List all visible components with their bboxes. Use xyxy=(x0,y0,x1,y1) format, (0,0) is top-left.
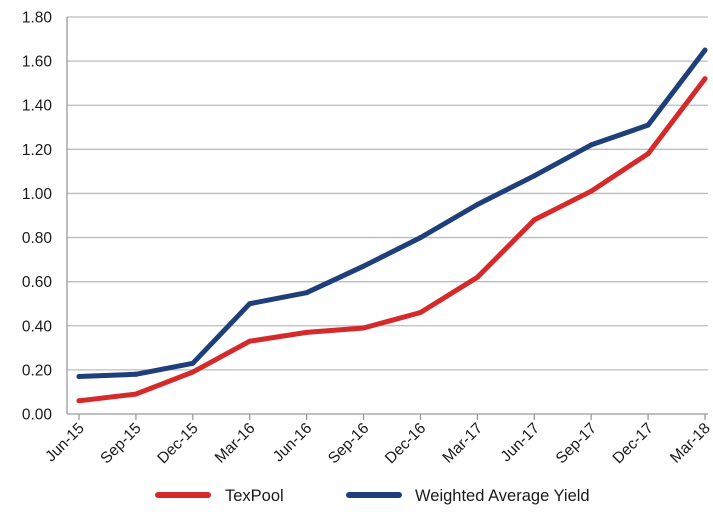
y-tick-label: 0.80 xyxy=(22,230,53,247)
x-tick-label: Mar-16 xyxy=(212,420,259,467)
data-point xyxy=(76,374,82,380)
y-tick-label: 0.40 xyxy=(22,318,53,335)
x-tick-label: Dec-16 xyxy=(382,420,429,467)
data-point xyxy=(133,391,139,397)
data-point xyxy=(361,325,367,331)
legend-label: Weighted Average Yield xyxy=(415,487,590,505)
data-point xyxy=(588,142,594,148)
x-tick-label: Jun-15 xyxy=(42,420,88,466)
x-axis-tick-labels: Jun-15 Sep-15 Dec-15 Mar-16 Jun-16 Sep-16 Dec-… xyxy=(42,420,713,467)
y-tick-label: 0.60 xyxy=(22,274,53,291)
data-point xyxy=(133,371,139,377)
data-point xyxy=(361,263,367,269)
y-tick-label: 1.00 xyxy=(22,186,53,203)
data-point xyxy=(474,201,480,207)
x-tick-label: Sep-16 xyxy=(325,420,372,467)
x-tick-label: Dec-17 xyxy=(610,420,657,467)
x-tick-label: Sep-15 xyxy=(97,420,144,467)
data-point xyxy=(417,310,423,316)
legend-label: TexPool xyxy=(225,487,284,505)
y-tick-label: 0.00 xyxy=(22,407,53,424)
data-point xyxy=(247,338,253,344)
x-tick-label: Dec-15 xyxy=(154,420,201,467)
data-point xyxy=(645,122,651,128)
x-tick-label: Sep-17 xyxy=(553,420,600,467)
data-point xyxy=(304,290,310,296)
data-point xyxy=(417,235,423,241)
y-tick-label: 1.40 xyxy=(22,98,53,115)
y-tick-label: 1.60 xyxy=(22,54,53,71)
data-point xyxy=(190,360,196,366)
axes xyxy=(66,17,708,420)
series-lines xyxy=(76,47,708,404)
y-tick-label: 1.20 xyxy=(22,142,53,159)
data-point xyxy=(247,301,253,307)
grid-lines xyxy=(67,16,708,371)
data-point xyxy=(304,329,310,335)
y-tick-label: 1.80 xyxy=(22,10,53,27)
data-point xyxy=(645,151,651,157)
data-point xyxy=(702,47,708,53)
x-tick-label: Jun-16 xyxy=(270,420,316,466)
data-point xyxy=(190,369,196,375)
data-point xyxy=(474,274,480,280)
x-tick-label: Mar-17 xyxy=(439,420,486,467)
series-line-1 xyxy=(76,47,708,379)
data-point xyxy=(531,217,537,223)
series-line-0 xyxy=(76,76,708,404)
data-point xyxy=(76,398,82,404)
x-tick-label: Mar-18 xyxy=(667,420,713,467)
legend: TexPool Weighted Average Yield xyxy=(155,487,590,505)
y-tick-label: 0.20 xyxy=(22,362,53,379)
data-point xyxy=(531,173,537,179)
x-tick-label: Jun-17 xyxy=(498,420,544,466)
y-axis-tick-labels: 0.00 0.20 0.40 0.60 0.80 1.00 1.20 1.40 1.60 1.80 xyxy=(22,10,53,424)
data-point xyxy=(588,188,594,194)
data-point xyxy=(702,76,708,82)
